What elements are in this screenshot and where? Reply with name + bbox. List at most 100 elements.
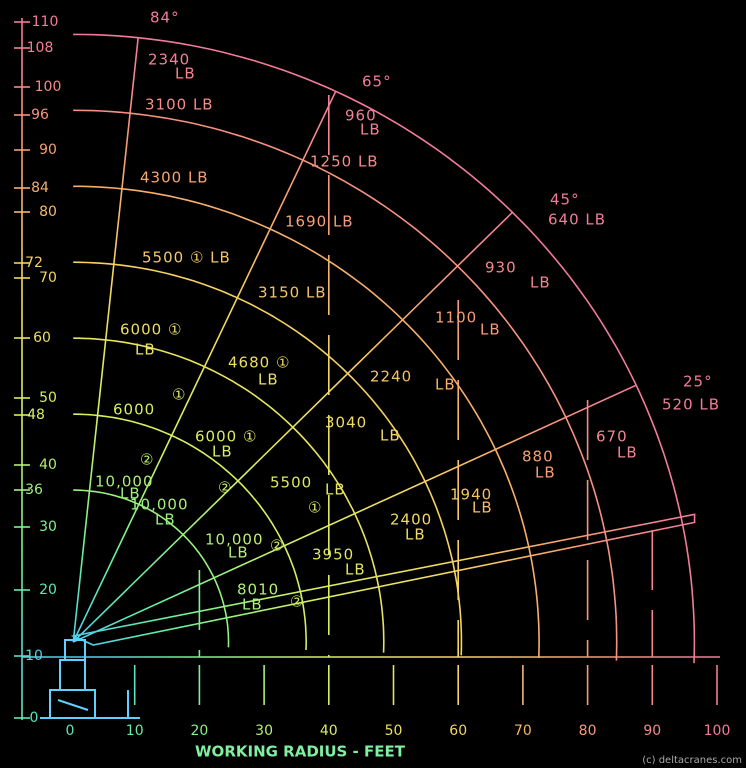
load-label: 2240 [370, 368, 412, 386]
angle-label: 65° [362, 73, 392, 91]
boom-line [72, 37, 139, 643]
load-label: 10,000 [205, 531, 264, 549]
load-label: LB [212, 443, 233, 461]
boom-line [72, 90, 337, 643]
y-axis-label: 0 [30, 710, 39, 726]
load-label: 2400 [390, 511, 432, 529]
load-label: ② [290, 593, 304, 611]
y-axis-label: 50 [39, 390, 57, 406]
load-label: ② [218, 479, 232, 497]
x-axis-label: 0 [66, 723, 75, 739]
load-label: LB [405, 526, 426, 544]
x-axis-label: 60 [449, 723, 467, 739]
crane [40, 639, 140, 719]
y-axis-label: 60 [33, 330, 51, 346]
load-label: LB [345, 561, 366, 579]
load-label: 3950 [312, 546, 354, 564]
load-label: 1690 LB [285, 213, 354, 231]
radius-arc [73, 337, 385, 653]
load-label: 5500 [270, 474, 312, 492]
y-axis-label: 108 [27, 40, 54, 56]
load-label: 8010 [237, 581, 279, 599]
y-axis-label: 72 [25, 255, 43, 271]
load-label: LB [617, 444, 638, 462]
y-axis-label: 90 [39, 142, 57, 158]
load-label: LB [360, 121, 381, 139]
y-axis-label: 80 [39, 204, 57, 220]
load-label: 10,000 [130, 496, 189, 514]
load-label: LB [135, 341, 156, 359]
load-label: LB [530, 274, 551, 292]
y-axis-label: 100 [35, 79, 62, 95]
load-label: ① [172, 386, 186, 404]
credit: (c) deltacranes.com [642, 755, 742, 766]
load-label: LB [480, 321, 501, 339]
x-axis-label: 50 [385, 723, 403, 739]
load-label: 880 [522, 448, 554, 466]
y-axis-label: 36 [25, 482, 43, 498]
x-axis-title: WORKING RADIUS - FEET [195, 743, 406, 761]
radius-arc [73, 261, 463, 656]
angle-label: 84° [150, 9, 180, 27]
x-axis-label: 10 [126, 723, 144, 739]
load-label: ② [270, 537, 284, 555]
boom-line [72, 384, 637, 643]
load-label: 3040 [325, 414, 367, 432]
load-label: 5500 ① LB [142, 249, 231, 267]
x-axis-label: 90 [643, 723, 661, 739]
load-label: 960 [345, 107, 377, 125]
angle-label: 45° [550, 191, 580, 209]
load-label: LB [120, 485, 141, 503]
load-label: LB [325, 481, 346, 499]
x-axis-label: 30 [255, 723, 273, 739]
load-label: 1250 LB [310, 153, 379, 171]
load-label: 4300 LB [140, 169, 209, 187]
angle-label: 25° [683, 373, 713, 391]
x-axis-label: 70 [514, 723, 532, 739]
load-label: 930 [485, 259, 517, 277]
y-axis-label: 84 [31, 180, 49, 196]
load-label: 1100 [435, 309, 477, 327]
load-label: LB [535, 464, 556, 482]
y-axis-label: 10 [25, 648, 43, 664]
boom [70, 513, 696, 646]
load-label: 6000 ① [120, 321, 182, 339]
load-label: 520 LB [662, 396, 720, 414]
load-label: LB [175, 65, 196, 83]
radius-arc [73, 109, 618, 661]
radius-arc [73, 413, 308, 651]
x-axis-label: 80 [579, 723, 597, 739]
load-label: ① [308, 499, 322, 517]
y-axis-label: 48 [27, 407, 45, 423]
y-axis-label: 40 [39, 457, 57, 473]
y-axis-label: 30 [39, 519, 57, 535]
load-label: LB [380, 427, 401, 445]
load-label: 640 LB [548, 211, 606, 229]
load-label: 10,000 [95, 473, 154, 491]
load-label: LB [258, 371, 279, 389]
boom-line [72, 211, 513, 643]
load-label: 6000 [113, 401, 155, 419]
grid [14, 18, 720, 720]
load-label: 1940 [450, 486, 492, 504]
x-axis-label: 20 [190, 723, 208, 739]
load-label: ② [140, 451, 154, 469]
load-label: 6000 ① [195, 428, 257, 446]
x-axis-label: 100 [704, 723, 731, 739]
y-axis-label: 96 [31, 107, 49, 123]
load-label: 3100 LB [145, 96, 214, 114]
radius-arc [73, 185, 540, 658]
load-label: 2340 [148, 51, 190, 69]
y-axis-label: 20 [39, 582, 57, 598]
load-label: 670 [596, 428, 628, 446]
load-label: 3150 LB [258, 284, 327, 302]
y-axis-label: 110 [32, 14, 59, 30]
load-label: 4680 ① [228, 354, 290, 372]
load-label: LB [472, 499, 493, 517]
x-axis-label: 40 [320, 723, 338, 739]
load-label: LB [155, 511, 176, 529]
load-label: LB [435, 376, 456, 394]
y-axis-label: 70 [39, 270, 57, 286]
